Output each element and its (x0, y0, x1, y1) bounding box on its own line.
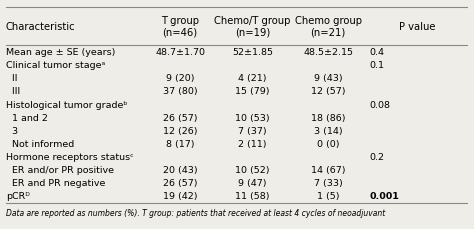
Text: 3: 3 (6, 126, 18, 135)
Text: 9 (47): 9 (47) (238, 179, 267, 188)
Text: pCRᴰ: pCRᴰ (6, 192, 29, 201)
Text: 7 (37): 7 (37) (238, 126, 267, 135)
Text: 10 (53): 10 (53) (235, 113, 270, 122)
Text: 0.08: 0.08 (370, 100, 391, 109)
Text: 10 (52): 10 (52) (235, 166, 270, 174)
Text: ER and/or PR positive: ER and/or PR positive (6, 166, 114, 174)
Text: 12 (26): 12 (26) (163, 126, 197, 135)
Text: 26 (57): 26 (57) (163, 179, 197, 188)
Text: Data are reported as numbers (%). T group: patients that received at least 4 cyc: Data are reported as numbers (%). T grou… (6, 208, 385, 217)
Text: 2 (11): 2 (11) (238, 139, 267, 148)
Text: 9 (20): 9 (20) (166, 74, 194, 83)
Text: III: III (6, 87, 20, 96)
Text: 12 (57): 12 (57) (311, 87, 346, 96)
Text: 1 (5): 1 (5) (317, 192, 339, 201)
Text: 18 (86): 18 (86) (311, 113, 346, 122)
Text: Chemo/T group
(n=19): Chemo/T group (n=19) (214, 16, 291, 38)
Text: 8 (17): 8 (17) (166, 139, 194, 148)
Text: 20 (43): 20 (43) (163, 166, 198, 174)
Text: 19 (42): 19 (42) (163, 192, 197, 201)
Text: ER and PR negative: ER and PR negative (6, 179, 105, 188)
Text: 26 (57): 26 (57) (163, 113, 197, 122)
Text: 4 (21): 4 (21) (238, 74, 267, 83)
Text: 37 (80): 37 (80) (163, 87, 198, 96)
Text: 0 (0): 0 (0) (317, 139, 339, 148)
Text: Characteristic: Characteristic (6, 22, 75, 32)
Text: 1 and 2: 1 and 2 (6, 113, 47, 122)
Text: 3 (14): 3 (14) (314, 126, 343, 135)
Text: 7 (33): 7 (33) (314, 179, 343, 188)
Text: 0.2: 0.2 (370, 153, 385, 161)
Text: 0.1: 0.1 (370, 61, 385, 70)
Text: Histological tumor gradeᵇ: Histological tumor gradeᵇ (6, 100, 127, 109)
Text: P value: P value (399, 22, 436, 32)
Text: 11 (58): 11 (58) (235, 192, 270, 201)
Text: 14 (67): 14 (67) (311, 166, 346, 174)
Text: Clinical tumor stageᵃ: Clinical tumor stageᵃ (6, 61, 105, 70)
Text: Chemo group
(n=21): Chemo group (n=21) (295, 16, 362, 38)
Text: 0.4: 0.4 (370, 48, 385, 57)
Text: T group
(n=46): T group (n=46) (161, 16, 199, 38)
Text: Hormone receptors statusᶜ: Hormone receptors statusᶜ (6, 153, 134, 161)
Text: 52±1.85: 52±1.85 (232, 48, 273, 57)
Text: 9 (43): 9 (43) (314, 74, 343, 83)
Text: 0.001: 0.001 (370, 192, 400, 201)
Text: II: II (6, 74, 17, 83)
Text: Not informed: Not informed (6, 139, 74, 148)
Text: 15 (79): 15 (79) (235, 87, 270, 96)
Text: 48.5±2.15: 48.5±2.15 (303, 48, 353, 57)
Text: Mean age ± SE (years): Mean age ± SE (years) (6, 48, 115, 57)
Text: 48.7±1.70: 48.7±1.70 (155, 48, 205, 57)
